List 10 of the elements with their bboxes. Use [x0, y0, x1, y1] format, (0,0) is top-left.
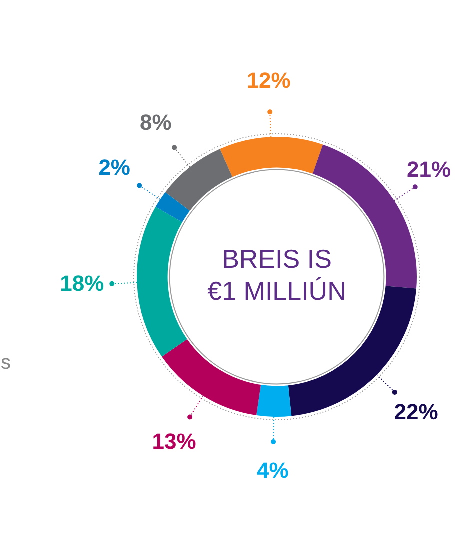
text: s: [1, 352, 11, 375]
data-label: 2%: [98, 155, 130, 180]
data-label: 12%: [246, 68, 291, 94]
data-label: 18%: [60, 271, 104, 296]
data-label: 8%: [140, 110, 172, 136]
text: BREIS IS €1 MILLIÚN: [208, 244, 346, 306]
data-label: 21%: [406, 156, 452, 182]
data-label: 22%: [394, 399, 438, 424]
data-label: 13%: [152, 428, 196, 454]
data-label: 4%: [257, 458, 289, 484]
